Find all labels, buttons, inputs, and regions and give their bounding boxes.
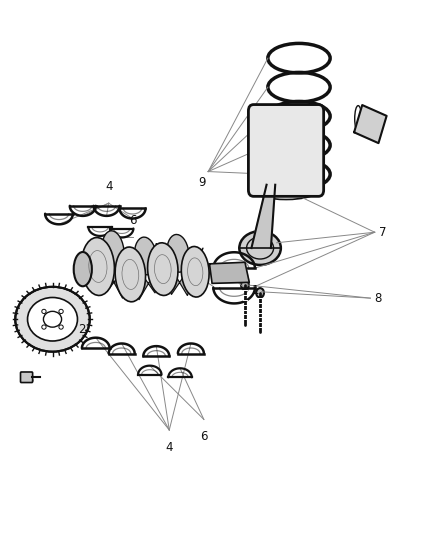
Text: 4: 4	[166, 441, 173, 454]
Ellipse shape	[28, 297, 78, 341]
Text: 7: 7	[379, 225, 386, 239]
Ellipse shape	[74, 252, 92, 286]
Ellipse shape	[102, 231, 124, 271]
Text: 10: 10	[161, 257, 176, 270]
Polygon shape	[209, 262, 249, 284]
Text: 2: 2	[78, 324, 86, 336]
Ellipse shape	[42, 325, 46, 329]
Text: 8: 8	[374, 292, 382, 305]
Ellipse shape	[59, 325, 63, 329]
Ellipse shape	[259, 173, 283, 196]
Polygon shape	[156, 244, 203, 295]
Text: 9: 9	[198, 175, 206, 189]
Polygon shape	[124, 245, 170, 300]
Text: 4: 4	[105, 180, 113, 192]
Ellipse shape	[241, 280, 249, 290]
Ellipse shape	[81, 238, 114, 295]
Polygon shape	[354, 105, 387, 143]
Ellipse shape	[15, 287, 90, 352]
Text: 6: 6	[129, 214, 136, 227]
Polygon shape	[251, 185, 275, 248]
Text: 1: 1	[251, 284, 259, 297]
Polygon shape	[92, 241, 138, 298]
Ellipse shape	[115, 247, 145, 302]
Ellipse shape	[134, 237, 156, 275]
Ellipse shape	[239, 231, 281, 265]
Ellipse shape	[148, 243, 178, 295]
Ellipse shape	[43, 311, 62, 327]
FancyBboxPatch shape	[21, 372, 32, 383]
Ellipse shape	[167, 235, 189, 272]
Ellipse shape	[42, 309, 46, 313]
Text: 6: 6	[200, 430, 208, 443]
Ellipse shape	[181, 246, 209, 297]
Ellipse shape	[59, 309, 63, 313]
Text: 3: 3	[27, 374, 34, 386]
FancyBboxPatch shape	[248, 104, 324, 196]
Ellipse shape	[256, 288, 264, 297]
